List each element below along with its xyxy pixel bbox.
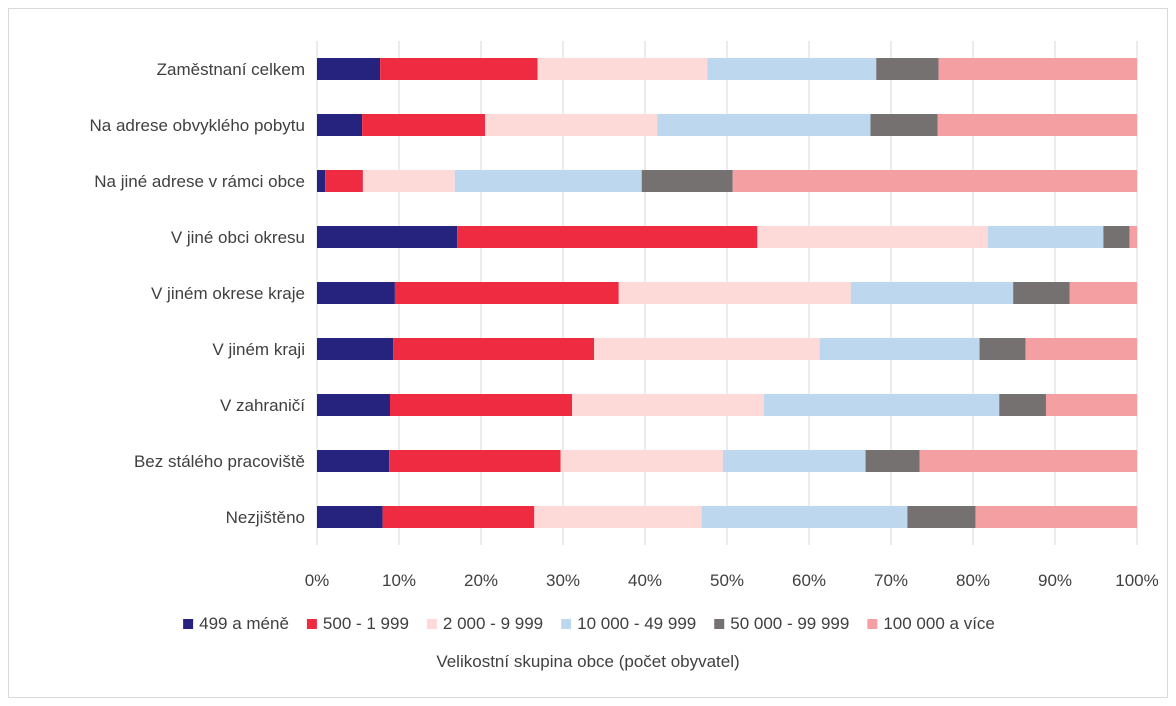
- bar-segment: [722, 450, 866, 472]
- legend-item: 499 a méně: [183, 614, 289, 633]
- bar-segment: [1103, 226, 1130, 248]
- legend-label: 50 000 - 99 999: [730, 614, 849, 633]
- legend-item: 10 000 - 49 999: [561, 614, 696, 633]
- bar-segment: [937, 114, 1137, 136]
- bar-segment: [325, 170, 363, 192]
- bar-segment: [317, 58, 381, 80]
- bar-segment: [317, 506, 383, 528]
- bar-segment: [389, 450, 561, 472]
- bar-segment: [732, 170, 1137, 192]
- bar-segment: [380, 58, 538, 80]
- bar-segment: [317, 282, 395, 304]
- bar-segment: [362, 114, 486, 136]
- bar-segment: [317, 394, 390, 416]
- x-tick-label: 50%: [710, 571, 744, 590]
- bar-segment: [850, 282, 1014, 304]
- bar-segment: [594, 338, 820, 360]
- bar-segment: [317, 226, 458, 248]
- category-label: Zaměstnaní celkem: [157, 60, 305, 79]
- bar-segment: [317, 170, 326, 192]
- bar-segment: [865, 450, 920, 472]
- legend-swatch: [867, 619, 878, 629]
- bars: [317, 58, 1137, 528]
- category-label: Na jiné adrese v rámci obce: [94, 172, 305, 191]
- bar-segment: [393, 338, 595, 360]
- category-labels: Zaměstnaní celkem Na adrese obvyklého pob…: [90, 60, 306, 527]
- legend: 499 a méně 500 - 1 999 2 000 - 9 999 10 000…: [183, 614, 995, 633]
- bar-segment: [1025, 338, 1137, 360]
- bar-segment: [999, 394, 1046, 416]
- bar-segment: [701, 506, 908, 528]
- bar-segment: [657, 114, 871, 136]
- bar-segment: [763, 394, 1000, 416]
- x-tick-label: 90%: [1038, 571, 1072, 590]
- bar-segment: [1013, 282, 1070, 304]
- bar-segment: [317, 338, 394, 360]
- bar-segment: [572, 394, 764, 416]
- legend-label: 100 000 a více: [883, 614, 995, 633]
- bar-segment: [382, 506, 535, 528]
- x-tick-label: 70%: [874, 571, 908, 590]
- bar-segment: [641, 170, 733, 192]
- bar-segment: [362, 170, 455, 192]
- bar-segment: [618, 282, 851, 304]
- x-tick-label: 100%: [1115, 571, 1158, 590]
- x-axis-title: Velikostní skupina obce (počet obyvatel): [436, 652, 739, 671]
- legend-label: 2 000 - 9 999: [443, 614, 543, 633]
- x-axis-ticks: 0% 10% 20% 30% 40% 50% 60% 70% 80% 90% 100%: [305, 571, 1159, 590]
- bar-segment: [987, 226, 1104, 248]
- bar-segment: [454, 170, 642, 192]
- x-tick-label: 10%: [382, 571, 416, 590]
- x-tick-label: 0%: [305, 571, 330, 590]
- bar-segment: [317, 114, 363, 136]
- legend-item: 500 - 1 999: [306, 614, 409, 633]
- bar-segment: [317, 450, 390, 472]
- bar-segment: [979, 338, 1026, 360]
- bar-segment: [876, 58, 939, 80]
- legend-label: 500 - 1 999: [323, 614, 409, 633]
- legend-label: 499 a méně: [199, 614, 289, 633]
- category-label: V jiném kraji: [212, 340, 305, 359]
- category-label: V jiném okrese kraje: [151, 284, 305, 303]
- bar-segment: [389, 394, 573, 416]
- legend-swatch: [183, 619, 194, 629]
- bar-segment: [534, 506, 702, 528]
- bar-segment: [907, 506, 976, 528]
- x-tick-label: 20%: [464, 571, 498, 590]
- bar-segment: [975, 506, 1137, 528]
- bar-segment: [707, 58, 877, 80]
- category-label: V zahraničí: [220, 396, 305, 415]
- bar-segment: [485, 114, 658, 136]
- bar-segment: [1045, 394, 1137, 416]
- bar-segment: [938, 58, 1137, 80]
- bar-segment: [870, 114, 938, 136]
- bar-segment: [560, 450, 723, 472]
- category-label: Nezjištěno: [226, 508, 305, 527]
- x-tick-label: 30%: [546, 571, 580, 590]
- bar-segment: [394, 282, 619, 304]
- category-label: Bez stálého pracoviště: [134, 452, 305, 471]
- bar-segment: [819, 338, 980, 360]
- legend-label: 10 000 - 49 999: [577, 614, 696, 633]
- bar-segment: [919, 450, 1137, 472]
- bar-segment: [757, 226, 988, 248]
- stacked-bar-chart: Zaměstnaní celkem Na adrese obvyklého pob…: [90, 41, 1159, 671]
- bar-segment: [1129, 226, 1137, 248]
- legend-item: 2 000 - 9 999: [426, 614, 543, 633]
- chart-frame: Zaměstnaní celkem Na adrese obvyklého pob…: [8, 8, 1168, 698]
- x-tick-label: 60%: [792, 571, 826, 590]
- x-tick-label: 80%: [956, 571, 990, 590]
- bar-segment: [1069, 282, 1137, 304]
- legend-item: 50 000 - 99 999: [714, 614, 849, 633]
- category-label: V jiné obci okresu: [171, 228, 305, 247]
- legend-swatch: [714, 619, 725, 629]
- bar-segment: [537, 58, 708, 80]
- x-tick-label: 40%: [628, 571, 662, 590]
- bar-segment: [457, 226, 758, 248]
- category-label: Na adrese obvyklého pobytu: [90, 116, 305, 135]
- legend-swatch: [306, 619, 317, 629]
- legend-swatch: [426, 619, 437, 629]
- legend-swatch: [561, 619, 572, 629]
- legend-item: 100 000 a více: [867, 614, 995, 633]
